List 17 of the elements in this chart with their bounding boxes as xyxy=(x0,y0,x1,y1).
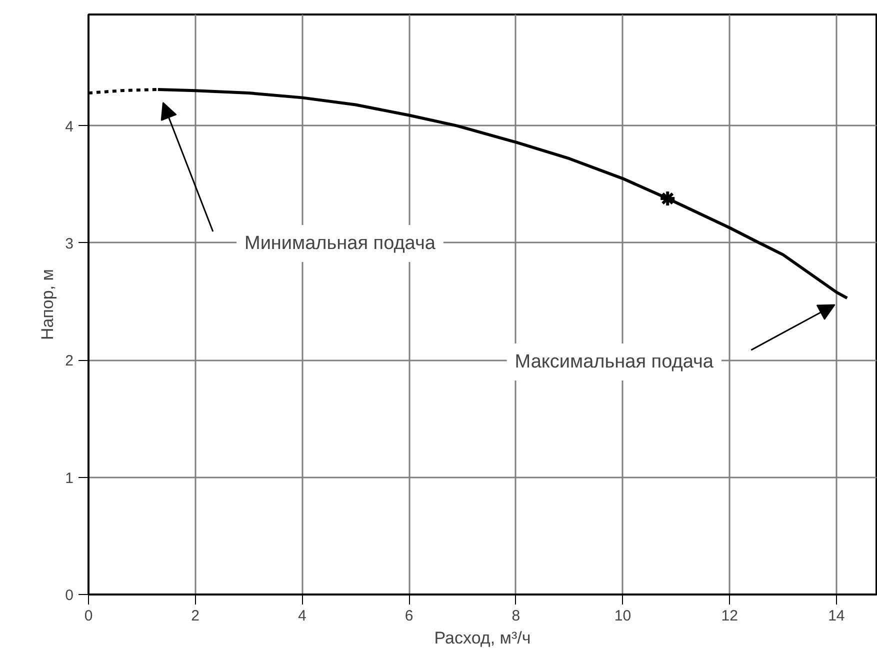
y-tick-label: 2 xyxy=(65,352,74,370)
y-axis-title: Напор, м xyxy=(38,269,58,340)
x-tick-label: 8 xyxy=(512,608,520,624)
x-tick-label: 6 xyxy=(404,608,414,624)
y-tick-label: 4 xyxy=(65,118,74,136)
x-axis-title: Расход, м³/ч xyxy=(434,628,531,648)
annotation: Минимальная подача xyxy=(244,232,436,254)
x-tick-label: 4 xyxy=(298,608,306,624)
annotation: Максимальная подача xyxy=(514,352,714,373)
x-tick-label: 14 xyxy=(828,608,845,624)
y-tick-label: 3 xyxy=(65,235,74,252)
x-tick-label: 2 xyxy=(191,608,200,624)
x-tick-label: 12 xyxy=(721,608,738,624)
x-tick-label: 0 xyxy=(84,608,93,624)
y-tick-label: 1 xyxy=(65,470,74,487)
x-tick-label: 10 xyxy=(614,608,632,624)
y-tick-label: 0 xyxy=(65,587,74,604)
